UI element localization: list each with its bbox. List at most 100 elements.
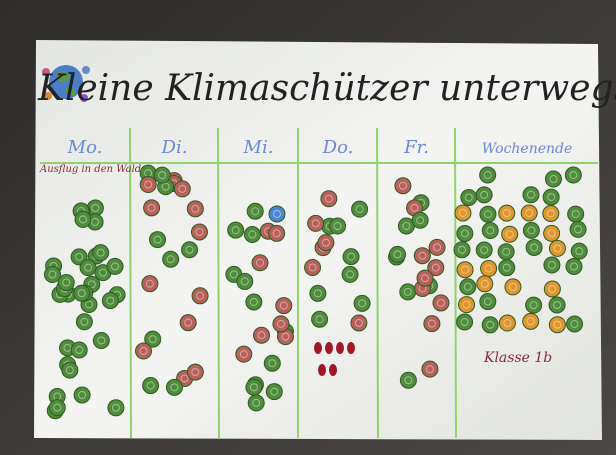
sticker [571,243,587,259]
sticker [237,273,253,289]
sticker [244,227,260,243]
sticker [526,297,542,313]
sticker [269,225,285,241]
sticker [567,316,583,332]
sticker [76,314,92,330]
sticker [545,171,561,187]
sticker [305,259,321,275]
sticker [187,364,203,380]
sticker [330,218,346,234]
sticker [140,177,156,193]
red-mark [336,342,344,354]
day-label: Wochenende [482,141,573,157]
day-label: Di. [161,137,188,158]
sticker [351,315,367,331]
sticker [460,279,476,295]
sticker [499,315,515,331]
sticker [321,191,337,207]
sticker [108,400,124,416]
sticker [142,276,158,292]
sticker [136,343,152,359]
sticker [269,206,285,222]
sticker [457,262,473,278]
sticker [308,215,324,231]
sticker [523,187,539,203]
sticker [154,167,170,183]
sticker [505,279,521,295]
day-label: Mi. [243,137,274,158]
sticker [144,200,160,216]
sticker [570,221,586,237]
sticker [150,232,166,248]
sticker [459,297,475,313]
class-label: Klasse 1b [483,350,552,366]
sticker [252,255,268,271]
sticker [102,293,118,309]
sticker [248,395,264,411]
sticker [433,295,449,311]
sticker [568,206,584,222]
sticker [71,342,87,358]
sticker [246,294,262,310]
sticker [422,361,438,377]
sticker [457,314,473,330]
page: Kleine Klimaschützer unterwegs Ausflug i… [0,0,616,455]
sticker [424,316,440,332]
sticker [182,242,198,258]
red-mark [329,364,337,376]
sticker [549,297,565,313]
sticker [526,240,542,256]
sticker [80,260,96,276]
sticker [342,266,358,282]
sticker [454,242,470,258]
sticker [566,258,582,274]
sticker [482,317,498,333]
sticker [544,257,560,273]
photo: Kleine Klimaschützer unterwegs Ausflug i… [0,0,616,455]
sticker [49,400,65,416]
sticker [480,167,496,183]
sticker [75,211,91,227]
sticker [191,224,207,240]
red-mark [318,364,326,376]
sticker [247,203,263,219]
sticker [236,346,252,362]
sticker [499,260,515,276]
note: Ausflug in den Wald [39,164,141,175]
sticker [480,206,496,222]
sticker [264,355,280,371]
sticker [543,189,559,205]
sticker [498,244,514,260]
sticker [481,261,497,277]
sticker [266,384,282,400]
sticker [166,379,182,395]
sticker [74,285,90,301]
sticker [343,249,359,265]
red-mark [325,342,333,354]
sticker [499,205,515,221]
sticker [482,223,498,239]
sticker [523,222,539,238]
sticker [523,313,539,329]
red-mark [314,342,322,354]
sticker [163,251,179,267]
sticker [395,178,411,194]
sticker [414,248,430,264]
sticker [565,167,581,183]
poster-title: Kleine Klimaschützer unterwegs [37,68,616,109]
sticker [477,276,493,292]
sticker [455,205,471,221]
sticker [457,225,473,241]
sticker [187,201,203,217]
sticker [549,317,565,333]
sticker [254,327,270,343]
sticker [276,298,292,314]
sticker [412,212,428,228]
sticker [476,187,492,203]
sticker [74,387,90,403]
sticker [521,205,537,221]
sticker [246,379,262,395]
red-mark [347,342,355,354]
sticker [480,294,496,310]
sticker [352,201,368,217]
